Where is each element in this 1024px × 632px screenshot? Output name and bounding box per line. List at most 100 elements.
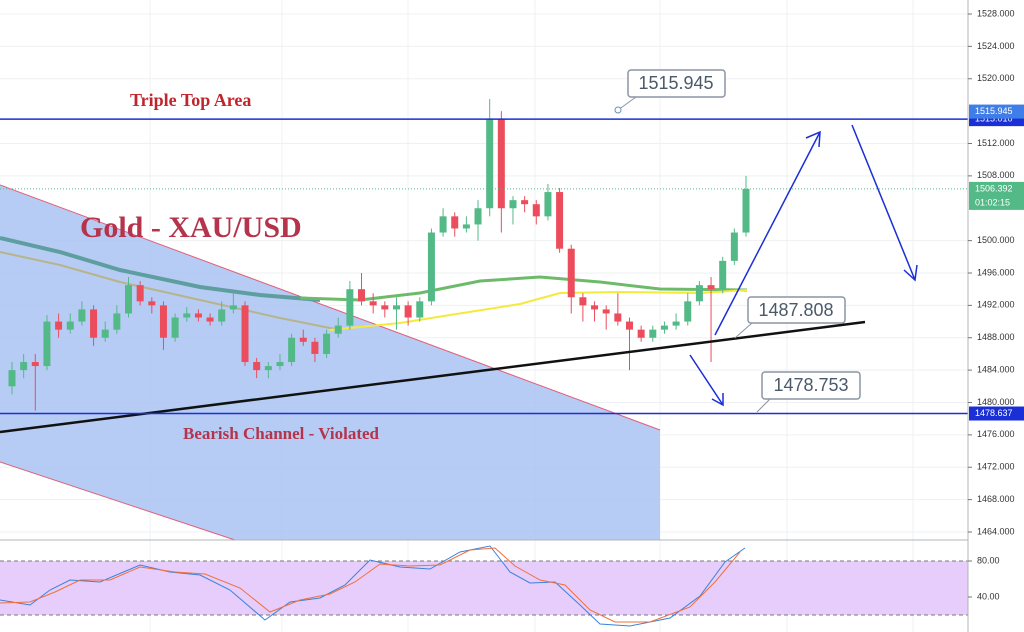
- candle-body: [392, 305, 400, 310]
- candle-body: [113, 313, 121, 330]
- candle-body: [148, 301, 156, 306]
- callout-text: 1487.808: [758, 300, 833, 320]
- candle-body: [742, 188, 750, 233]
- price-tag: [969, 104, 1024, 119]
- candle-body: [264, 366, 272, 371]
- y-tick-label: 1488.000: [977, 332, 1015, 342]
- candle-body: [451, 216, 459, 229]
- candle-body: [101, 329, 109, 338]
- annotation: Bearish Channel - Violated: [183, 424, 380, 443]
- callout: 1487.808: [734, 296, 846, 339]
- candle-body: [20, 362, 28, 371]
- candle-body: [509, 200, 517, 209]
- arrow: [689, 354, 724, 406]
- callout-anchor: [614, 106, 622, 114]
- y-tick-label: 1496.000: [977, 267, 1015, 277]
- arrow-head: [805, 130, 821, 148]
- candle-body: [334, 325, 342, 334]
- y-tick-label: 1464.000: [977, 526, 1015, 536]
- channel-edge: [0, 184, 661, 431]
- candle-body: [614, 313, 622, 322]
- candle-body: [229, 305, 237, 310]
- price-tag-label: 1478.637: [975, 408, 1013, 418]
- callout: 1478.753: [756, 371, 861, 413]
- countdown-label: 01:02:15: [975, 197, 1010, 207]
- price-tag-label: 1506.392: [975, 183, 1013, 193]
- arrow: [851, 124, 916, 281]
- y-tick-label: 1480.000: [977, 397, 1015, 407]
- candle-body: [66, 321, 74, 330]
- ma-line: [299, 275, 748, 302]
- stoch-k: [0, 545, 746, 627]
- candle-body: [649, 329, 657, 338]
- y-tick-label: 1524.000: [977, 41, 1015, 51]
- candle-body: [136, 285, 144, 302]
- callout-box: [747, 296, 846, 324]
- candle-body: [416, 301, 424, 318]
- candle-body: [474, 208, 482, 225]
- candle-body: [672, 321, 680, 326]
- ma-line: [0, 236, 321, 302]
- callout-pointer: [617, 96, 637, 111]
- candle-body: [206, 317, 214, 322]
- candles: [8, 98, 750, 411]
- candle-body: [532, 204, 540, 217]
- candle-body: [707, 285, 715, 290]
- channel-edge: [0, 461, 236, 541]
- arrow: [714, 131, 821, 336]
- candle-body: [602, 309, 610, 314]
- y-tick-label: 1468.000: [977, 494, 1015, 504]
- callout-box: [761, 371, 861, 400]
- candle-body: [276, 362, 284, 367]
- candle-body: [486, 119, 494, 209]
- candle-body: [55, 321, 63, 330]
- candle-body: [253, 362, 261, 371]
- candle-body: [521, 200, 529, 205]
- candle-body: [90, 309, 98, 338]
- candle-body: [660, 325, 668, 330]
- ma-line: [0, 251, 341, 331]
- candle-body: [194, 313, 202, 318]
- callout-pointer: [734, 322, 753, 339]
- chart-title: Gold - XAU/USD: [80, 211, 302, 244]
- y-tick-label: 1492.000: [977, 300, 1015, 310]
- candle-body: [31, 362, 39, 367]
- y-tick-label: 1520.000: [977, 73, 1015, 83]
- arrow-head: [711, 393, 724, 407]
- bearish-channel: [0, 185, 660, 540]
- candle-body: [556, 192, 564, 249]
- y-tick-label: 1528.000: [977, 8, 1015, 18]
- candle-body: [346, 289, 354, 326]
- callout-text: 1515.945: [638, 73, 713, 93]
- candle-body: [43, 321, 51, 367]
- candle-body: [159, 305, 167, 338]
- candle-body: [637, 329, 645, 338]
- callout-box: [627, 69, 726, 98]
- candle-body: [439, 216, 447, 233]
- candle-body: [579, 297, 587, 306]
- stoch-d: [0, 547, 741, 623]
- candle-body: [125, 285, 133, 314]
- candle-body: [218, 309, 226, 322]
- candle-body: [323, 333, 331, 354]
- candle-body: [497, 119, 505, 209]
- candle-body: [183, 313, 191, 318]
- candle-body: [462, 224, 470, 229]
- candle-body: [299, 337, 307, 342]
- candle-body: [695, 285, 703, 302]
- candle-body: [625, 321, 633, 330]
- oscillator: [0, 560, 968, 616]
- price-axis: 1528.000 1524.000 1520.000 1512.000 1508.000…: [968, 8, 1024, 601]
- y-tick-label: 40.00: [977, 591, 1000, 601]
- candle-body: [730, 232, 738, 261]
- candle-body: [171, 317, 179, 338]
- candle-body: [427, 232, 435, 302]
- candle-body: [591, 305, 599, 310]
- levels: [0, 118, 968, 415]
- candle-body: [544, 192, 552, 217]
- candle-body: [358, 289, 366, 302]
- candle-body: [567, 248, 575, 298]
- y-tick-label: 80.00: [977, 555, 1000, 565]
